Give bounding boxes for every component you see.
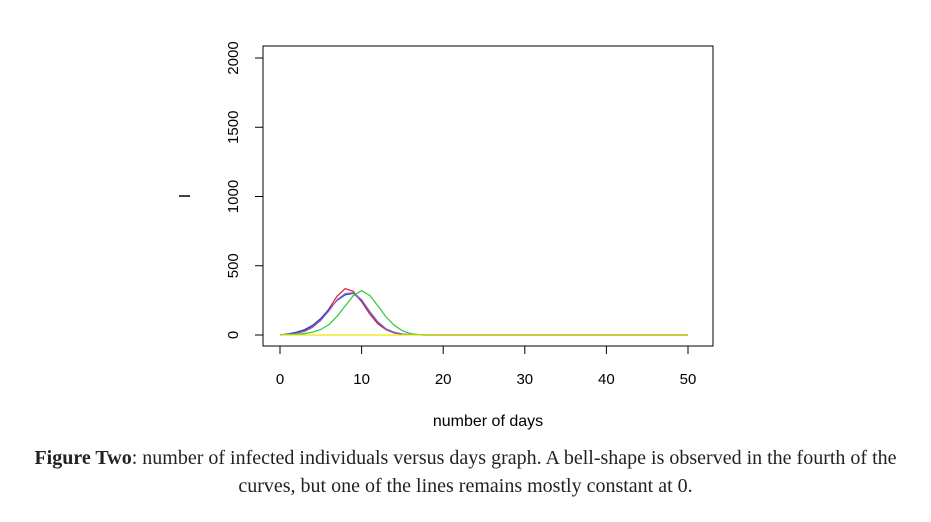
figure-caption: Figure Two: number of infected individua… — [20, 444, 911, 500]
y-tick-label: 1000 — [225, 180, 242, 213]
x-axis-title: number of days — [433, 413, 543, 430]
x-tick-label: 20 — [435, 371, 452, 388]
line-chart: 0 10 20 30 40 50 0 500 1000 1500 2000 number of d… — [177, 41, 714, 430]
y-tick-label: 1500 — [225, 111, 242, 144]
y-tick-label: 0 — [225, 331, 242, 339]
series-line-3 — [279, 292, 688, 336]
x-tick-label: 30 — [516, 371, 533, 388]
y-tick-label: 2000 — [225, 41, 242, 74]
caption-label: Figure Two — [34, 447, 132, 469]
y-tick-label: 500 — [225, 253, 242, 278]
x-tick-label: 50 — [680, 371, 697, 388]
plot-frame — [262, 45, 714, 347]
x-axis: 0 10 20 30 40 50 — [276, 345, 697, 388]
x-tick-label: 40 — [598, 371, 615, 388]
x-tick-label: 0 — [276, 371, 284, 388]
caption-text: : number of infected individuals versus … — [131, 447, 897, 497]
x-tick-label: 10 — [353, 371, 370, 388]
y-axis: 0 500 1000 1500 2000 — [225, 41, 264, 339]
series-layer — [279, 287, 688, 336]
y-axis-title: I — [177, 194, 194, 198]
series-line-2 — [279, 292, 688, 336]
